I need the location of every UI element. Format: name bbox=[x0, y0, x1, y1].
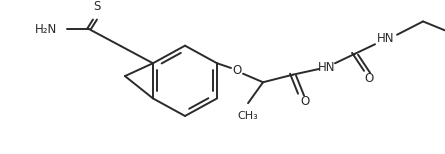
Text: S: S bbox=[93, 0, 101, 13]
Text: CH₃: CH₃ bbox=[238, 111, 259, 121]
Text: O: O bbox=[232, 64, 242, 77]
Text: O: O bbox=[300, 95, 310, 108]
Text: H₂N: H₂N bbox=[35, 22, 57, 36]
Text: HN: HN bbox=[318, 61, 336, 74]
Text: O: O bbox=[364, 72, 374, 85]
Text: HN: HN bbox=[377, 32, 395, 45]
